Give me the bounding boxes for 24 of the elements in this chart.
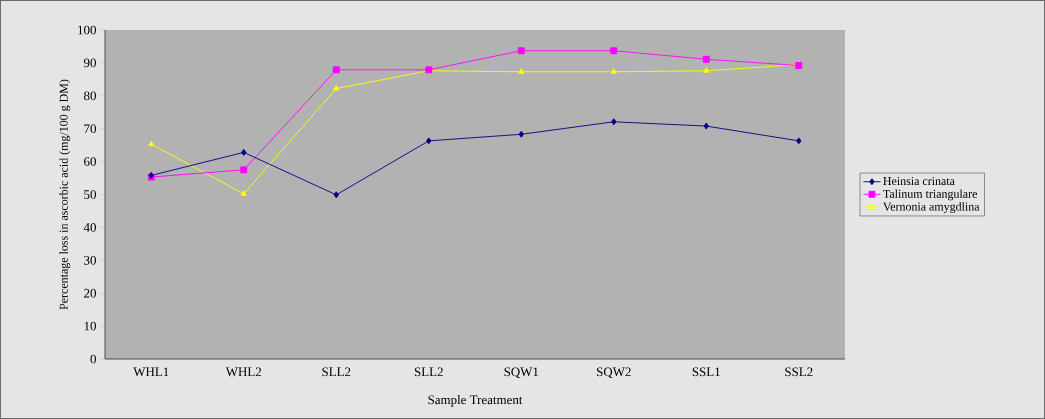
x-axis-title: Sample Treatment <box>428 395 523 407</box>
y-tick-label: 60 <box>84 157 96 166</box>
x-tick-label: SLL2 <box>322 367 351 377</box>
legend-label: Heinsia crinata <box>883 177 955 186</box>
y-tick-label: 30 <box>84 255 96 265</box>
x-tick-label: SSL1 <box>692 367 720 377</box>
y-tick-label: 100 <box>78 25 96 35</box>
legend-label: Talinum triangulare <box>883 189 977 201</box>
y-tick-label: 90 <box>83 58 96 68</box>
x-tick-label: SLL2 <box>414 367 443 377</box>
y-tick-label: 0 <box>90 354 96 364</box>
x-tick-label: WHL2 <box>225 367 262 377</box>
x-tick-label: SSL2 <box>785 367 813 377</box>
y-tick-label: 70 <box>84 124 96 134</box>
x-tick-label: WHL1 <box>133 367 169 377</box>
y-tick-label: 50 <box>84 190 96 199</box>
x-tick-label: SQW2 <box>596 367 631 379</box>
legend-label: Vernonia amygdlina <box>883 202 980 214</box>
y-axis-title: Percentage loss in ascorbic acid (mg/100 g DM) <box>59 79 71 310</box>
y-tick-label: 10 <box>84 321 96 331</box>
x-tick-label: SQW1 <box>504 367 539 379</box>
y-tick-label: 40 <box>83 223 96 232</box>
y-tick-label: 20 <box>84 288 96 298</box>
y-tick-label: 80 <box>84 91 96 101</box>
